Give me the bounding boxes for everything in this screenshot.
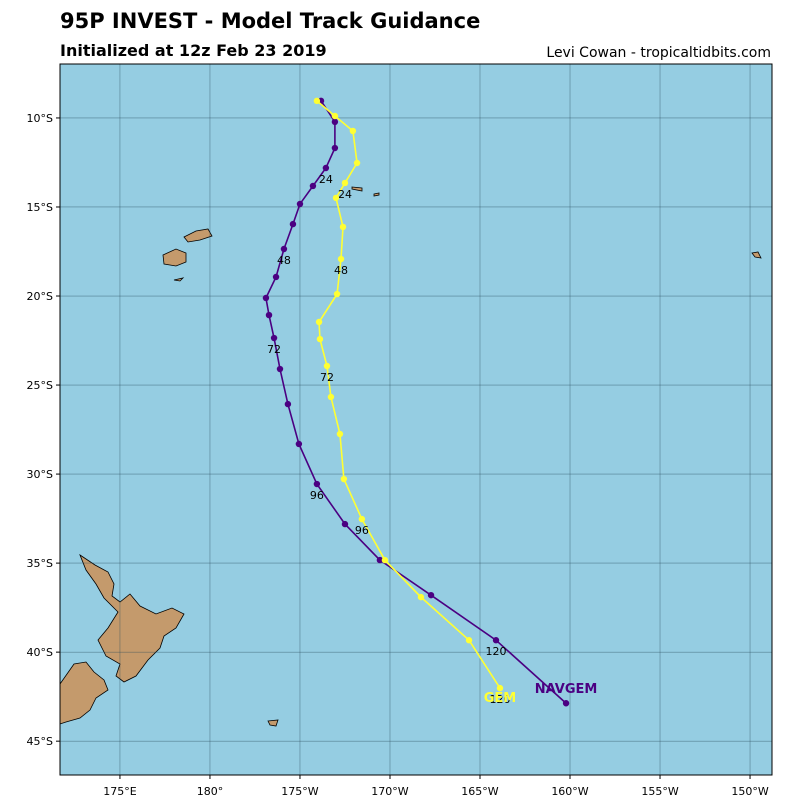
x-tick-label: 170°W [371,785,408,798]
track-point [284,400,292,408]
series-label: GEM [484,691,517,706]
track-point [276,365,284,373]
track-point [313,97,321,105]
track-point [313,480,321,488]
track-point [340,475,348,483]
track-point [262,294,270,302]
track-point [309,182,317,190]
hour-label: 72 [320,371,334,384]
x-tick-label: 155°W [641,785,678,798]
track-point [339,223,347,231]
samoa-east [373,192,380,197]
y-tick-label: 15°S [27,201,53,214]
y-tick-label: 30°S [27,468,53,481]
track-point [331,144,339,152]
hour-label: 96 [310,489,324,502]
track-point [562,700,570,707]
title: 95P INVEST - Model Track Guidance [60,9,480,33]
fiji-viti-levu [162,248,187,267]
track-point [322,164,330,172]
track-point [265,311,273,319]
hour-label: 96 [355,524,369,537]
x-tick-label: 180° [197,785,224,798]
track-point [341,179,349,187]
track-point [358,515,366,523]
track-point [323,362,331,370]
fiji-vanua-levu [183,228,213,243]
hour-label: 48 [277,254,291,267]
subtitle: Initialized at 12z Feb 23 2019 [60,41,327,60]
south-island [59,661,109,725]
track-point [296,200,304,208]
hour-label: 72 [267,343,281,356]
series-label: NAVGEM [535,682,598,697]
land [59,186,762,727]
track-point [315,318,323,326]
track-point [341,520,349,528]
x-tick-label: 165°W [461,785,498,798]
track-point [336,430,344,438]
x-tick-label: 175°E [103,785,136,798]
hour-label: 120 [489,693,510,706]
track-point [496,684,504,692]
y-tick-label: 45°S [27,735,53,748]
kadavu [173,277,185,282]
track-point [270,334,278,342]
track-point [327,393,335,401]
y-tick-label: 35°S [27,557,53,570]
hour-label: 120 [486,645,507,658]
hour-label: 24 [338,188,352,201]
track-point [417,593,425,601]
y-tick-label: 20°S [27,290,53,303]
track-point [331,118,339,126]
ocean [60,64,772,775]
track-point [295,440,303,448]
hour-label: 24 [319,173,333,186]
x-tick-label: 160°W [551,785,588,798]
track-point [465,637,473,644]
samoa [351,186,363,192]
track-point [353,159,361,167]
track-point [492,637,500,644]
track-point [331,112,339,120]
track-line [316,100,501,689]
track-point [349,127,357,135]
track-point [333,290,341,298]
track-point [381,556,389,564]
north-island [79,553,185,683]
track-point [427,591,435,599]
chatham [267,719,279,727]
cook-islands [751,251,762,259]
track-point [337,255,345,263]
x-tick-label: 150°W [731,785,768,798]
track-point [289,220,297,228]
y-tick-label: 40°S [27,646,53,659]
hour-label: 48 [334,264,348,277]
frame [59,63,773,776]
track-point [316,335,324,343]
track-point [280,245,288,253]
x-tick-label: 175°W [281,785,318,798]
track-point [376,556,384,564]
y-tick-label: 10°S [27,112,53,125]
credit: Levi Cowan - tropicaltidbits.com [546,45,771,61]
track-point [272,273,280,281]
y-tick-label: 25°S [27,379,53,392]
track-point [332,194,340,202]
